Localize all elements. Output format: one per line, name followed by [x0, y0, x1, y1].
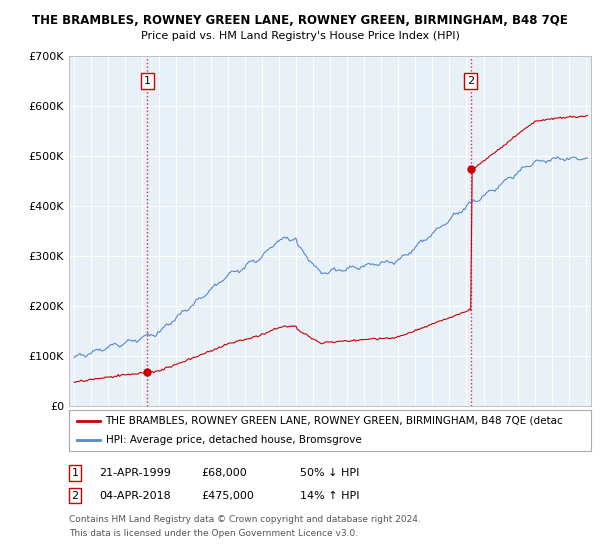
- Text: £475,000: £475,000: [201, 491, 254, 501]
- Text: £68,000: £68,000: [201, 468, 247, 478]
- Text: 14% ↑ HPI: 14% ↑ HPI: [300, 491, 359, 501]
- Text: 04-APR-2018: 04-APR-2018: [99, 491, 171, 501]
- Text: 2: 2: [467, 76, 474, 86]
- Text: Contains HM Land Registry data © Crown copyright and database right 2024.: Contains HM Land Registry data © Crown c…: [69, 515, 421, 524]
- Text: This data is licensed under the Open Government Licence v3.0.: This data is licensed under the Open Gov…: [69, 529, 358, 538]
- Text: 1: 1: [71, 468, 79, 478]
- Text: 2: 2: [71, 491, 79, 501]
- Text: 1: 1: [144, 76, 151, 86]
- Text: THE BRAMBLES, ROWNEY GREEN LANE, ROWNEY GREEN, BIRMINGHAM, B48 7QE: THE BRAMBLES, ROWNEY GREEN LANE, ROWNEY …: [32, 14, 568, 27]
- Text: Price paid vs. HM Land Registry's House Price Index (HPI): Price paid vs. HM Land Registry's House …: [140, 31, 460, 41]
- Text: 21-APR-1999: 21-APR-1999: [99, 468, 171, 478]
- Text: THE BRAMBLES, ROWNEY GREEN LANE, ROWNEY GREEN, BIRMINGHAM, B48 7QE (detac: THE BRAMBLES, ROWNEY GREEN LANE, ROWNEY …: [106, 416, 563, 426]
- Text: HPI: Average price, detached house, Bromsgrove: HPI: Average price, detached house, Brom…: [106, 435, 361, 445]
- Text: 50% ↓ HPI: 50% ↓ HPI: [300, 468, 359, 478]
